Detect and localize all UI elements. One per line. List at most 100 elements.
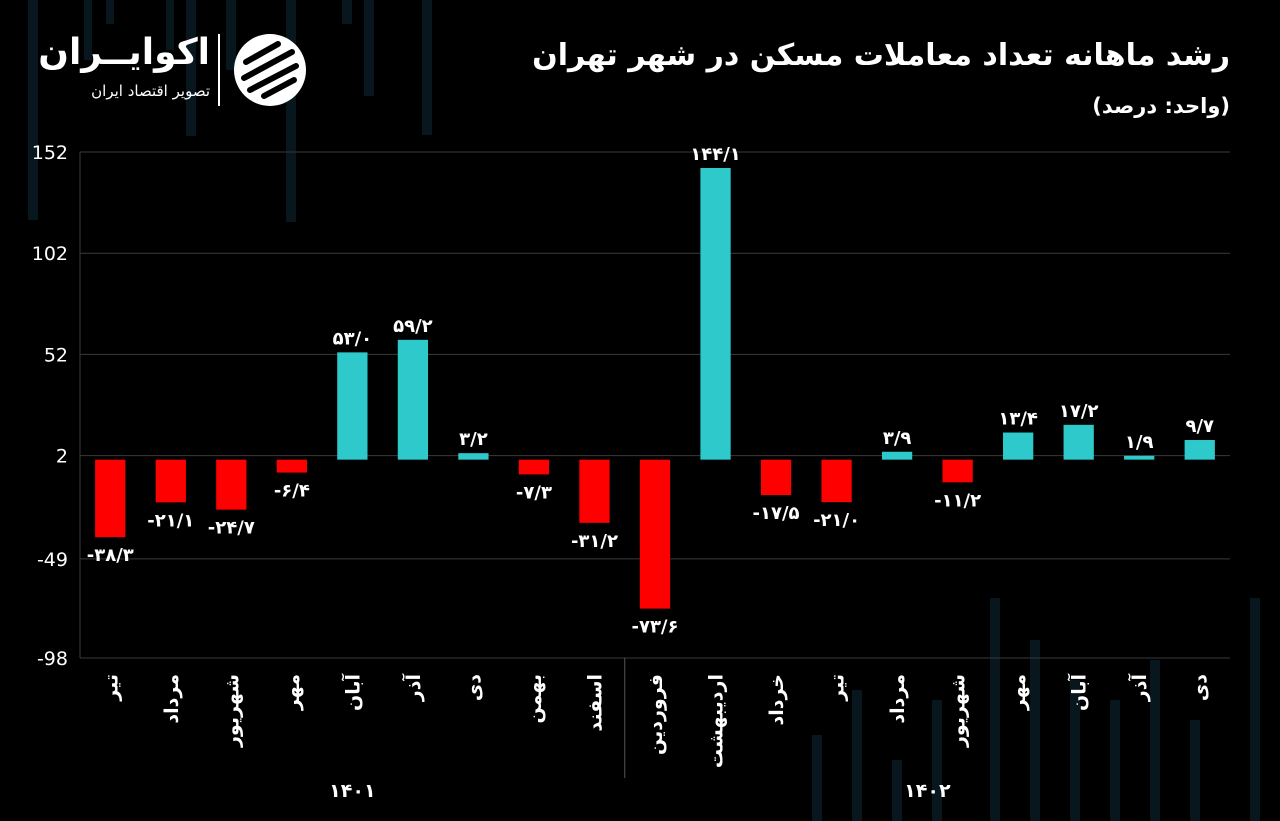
data-label: -۷/۳ — [516, 482, 552, 503]
data-label: -۲۱/۰ — [813, 510, 860, 531]
y-tick-label: -49 — [37, 549, 68, 571]
x-tick-label: مهر — [1008, 674, 1030, 711]
background-decor-bar — [1150, 660, 1160, 821]
brand-tagline: تصویر اقتصاد ایران — [91, 82, 210, 100]
background-decor-bar — [186, 0, 196, 136]
x-tick-label: مرداد — [161, 674, 183, 724]
data-label: -۱۱/۲ — [934, 490, 981, 511]
x-tick-label: مهر — [282, 674, 304, 711]
data-label: ۱۴۴/۱ — [690, 144, 741, 165]
background-decor-bar — [1190, 720, 1200, 821]
x-tick-label: شهریور — [221, 674, 243, 748]
background-decor-bar — [28, 0, 38, 220]
y-tick-label: 52 — [44, 344, 68, 366]
chart-unit: (واحد: درصد) — [1092, 94, 1230, 118]
data-label: ۱۷/۲ — [1059, 401, 1099, 422]
data-labels: -۳۸/۳ -۲۱/۱ -۲۴/۷ -۶/۴ ۵۳/۰ ۵۹/۲ ۳/۲ -۷/۳ -۳۱/۲ -… — [87, 144, 1214, 638]
bar — [639, 459, 671, 609]
year-axis: ۱۴۰۱ ۱۴۰۲ — [329, 658, 951, 802]
data-label: -۷۳/۶ — [631, 617, 678, 638]
background-decor-bar — [1250, 598, 1260, 821]
data-label: ۵۳/۰ — [333, 328, 373, 349]
bar — [276, 459, 307, 473]
background-decor-bar — [286, 0, 296, 222]
x-tick-label: آبان — [1067, 674, 1091, 711]
year-label: ۱۴۰۱ — [329, 780, 375, 802]
bar — [95, 459, 126, 538]
bar — [397, 339, 429, 460]
background-decor-bar — [106, 0, 114, 24]
x-tick-label: اسفند — [584, 674, 606, 732]
y-tick-label: 102 — [32, 243, 68, 265]
brand-name: اکوایــران — [38, 32, 210, 73]
x-tick-label: دی — [1190, 674, 1212, 701]
background-decoration — [28, 0, 1260, 821]
x-tick-label: تیر — [100, 674, 122, 702]
x-tick-label: آذر — [1127, 674, 1151, 703]
bar — [458, 453, 489, 460]
background-decor-bar — [84, 0, 92, 60]
y-tick-label: 152 — [32, 142, 68, 164]
chart-title: رشد ماهانه تعداد معاملات مسکن در شهر تهر… — [532, 38, 1230, 73]
data-label: -۲۴/۷ — [208, 518, 255, 539]
y-tick-label: -98 — [37, 648, 68, 670]
gridlines — [79, 151, 1230, 659]
data-label: -۳۸/۳ — [87, 545, 134, 566]
x-tick-label: فروردین — [645, 674, 667, 755]
background-decor-bar — [932, 700, 942, 821]
bar — [155, 459, 186, 503]
x-tick-label: مرداد — [887, 674, 909, 724]
data-label: ۳/۲ — [459, 429, 488, 450]
x-tick-label: تیر — [827, 674, 849, 702]
background-decor-bar — [1070, 680, 1080, 821]
background-decor-bar — [892, 760, 902, 821]
background-decor-bar — [990, 598, 1000, 821]
bar — [1124, 455, 1155, 460]
data-label: -۱۷/۵ — [753, 503, 800, 524]
x-tick-label: شهریور — [948, 674, 970, 748]
data-label: ۳/۹ — [883, 428, 912, 449]
data-label: ۹/۷ — [1185, 416, 1214, 437]
bar — [579, 459, 610, 523]
brand-logo: اکوایــران تصویر اقتصاد ایران — [38, 30, 316, 110]
x-axis: تیر مرداد شهریور مهر آبان آذر دی بهمن اسفند فرورد… — [100, 674, 1211, 769]
background-decor-bar — [342, 0, 352, 24]
background-decor-bar — [812, 735, 822, 821]
bar-series — [95, 167, 1215, 609]
data-label: -۲۱/۱ — [147, 510, 194, 531]
bar — [216, 459, 247, 510]
data-label: -۳۱/۲ — [571, 531, 618, 552]
logo-divider — [218, 34, 220, 106]
data-label: ۱۳/۴ — [998, 409, 1038, 430]
bar — [337, 352, 368, 460]
y-tick-label: 2 — [56, 446, 68, 468]
x-tick-label: آبان — [340, 674, 364, 711]
background-decor-bar — [1030, 640, 1040, 821]
bar — [1063, 424, 1094, 460]
bar — [881, 451, 913, 460]
x-tick-label: آذر — [401, 674, 425, 703]
year-label: ۱۴۰۲ — [904, 780, 951, 802]
background-decor-bar — [422, 0, 432, 135]
bar — [1184, 440, 1215, 460]
bar — [1003, 432, 1034, 460]
x-tick-label: خرداد — [766, 674, 788, 726]
data-label: -۶/۴ — [274, 481, 310, 502]
background-decor-bar — [226, 0, 236, 70]
x-tick-label: اردیبهشت — [706, 674, 728, 768]
bar — [821, 459, 852, 503]
data-label: ۵۹/۲ — [393, 316, 433, 337]
background-decor-bar — [166, 0, 174, 50]
bar — [518, 459, 550, 475]
ecoiran-stripes-logo-icon — [234, 34, 306, 106]
x-tick-label: بهمن — [524, 674, 546, 724]
background-decor-bar — [852, 690, 862, 821]
y-axis: 152 102 52 2 -49 -98 — [32, 142, 68, 670]
bar — [700, 167, 731, 460]
bar — [760, 459, 792, 496]
data-label: ۱/۹ — [1125, 432, 1154, 453]
bar — [942, 459, 973, 483]
background-decor-bar — [364, 0, 374, 96]
x-tick-label: دی — [463, 674, 485, 701]
